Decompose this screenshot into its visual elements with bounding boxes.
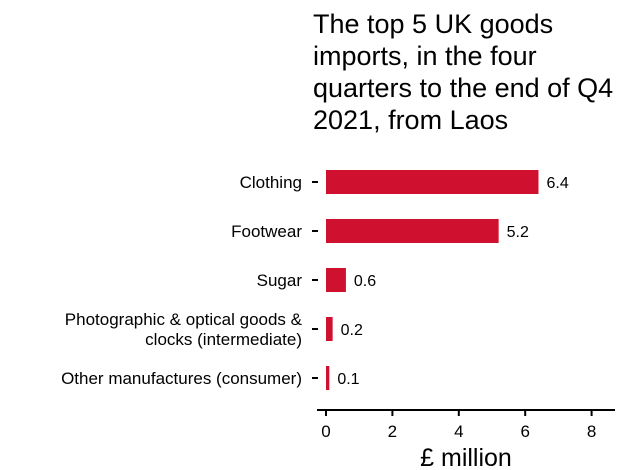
bar xyxy=(326,366,330,390)
bar xyxy=(326,268,346,292)
category-label: Photographic & optical goods & xyxy=(65,310,303,329)
bar-value-label: 0.6 xyxy=(354,273,376,290)
bar xyxy=(326,170,539,194)
category-label: clocks (intermediate) xyxy=(145,330,302,349)
category-label: Clothing xyxy=(240,173,302,192)
bar-value-label: 0.2 xyxy=(341,322,363,339)
bar xyxy=(326,219,499,243)
bar-value-label: 5.2 xyxy=(507,224,529,241)
category-labels: Clothing Footwear Sugar Photographic & opti… xyxy=(61,173,318,388)
bar-value-label: 0.1 xyxy=(337,371,359,388)
x-tick-label: 8 xyxy=(587,422,596,441)
x-tick-label: 2 xyxy=(388,422,397,441)
category-label: Other manufactures (consumer) xyxy=(61,369,302,388)
category-label: Sugar xyxy=(257,271,303,290)
bars-group: 6.4 5.2 0.6 0.2 0.1 xyxy=(326,170,569,390)
bar xyxy=(326,317,333,341)
bar-value-label: 6.4 xyxy=(546,175,568,192)
x-tick-label: 0 xyxy=(321,422,330,441)
x-tick-label: 4 xyxy=(454,422,463,441)
category-label: Footwear xyxy=(231,222,302,241)
x-tick-label: 6 xyxy=(520,422,529,441)
x-axis: 0 2 4 6 8 £ million xyxy=(317,409,615,470)
x-axis-label: £ million xyxy=(420,444,512,470)
chart-title: The top 5 UK goods imports, in the four … xyxy=(313,9,614,135)
